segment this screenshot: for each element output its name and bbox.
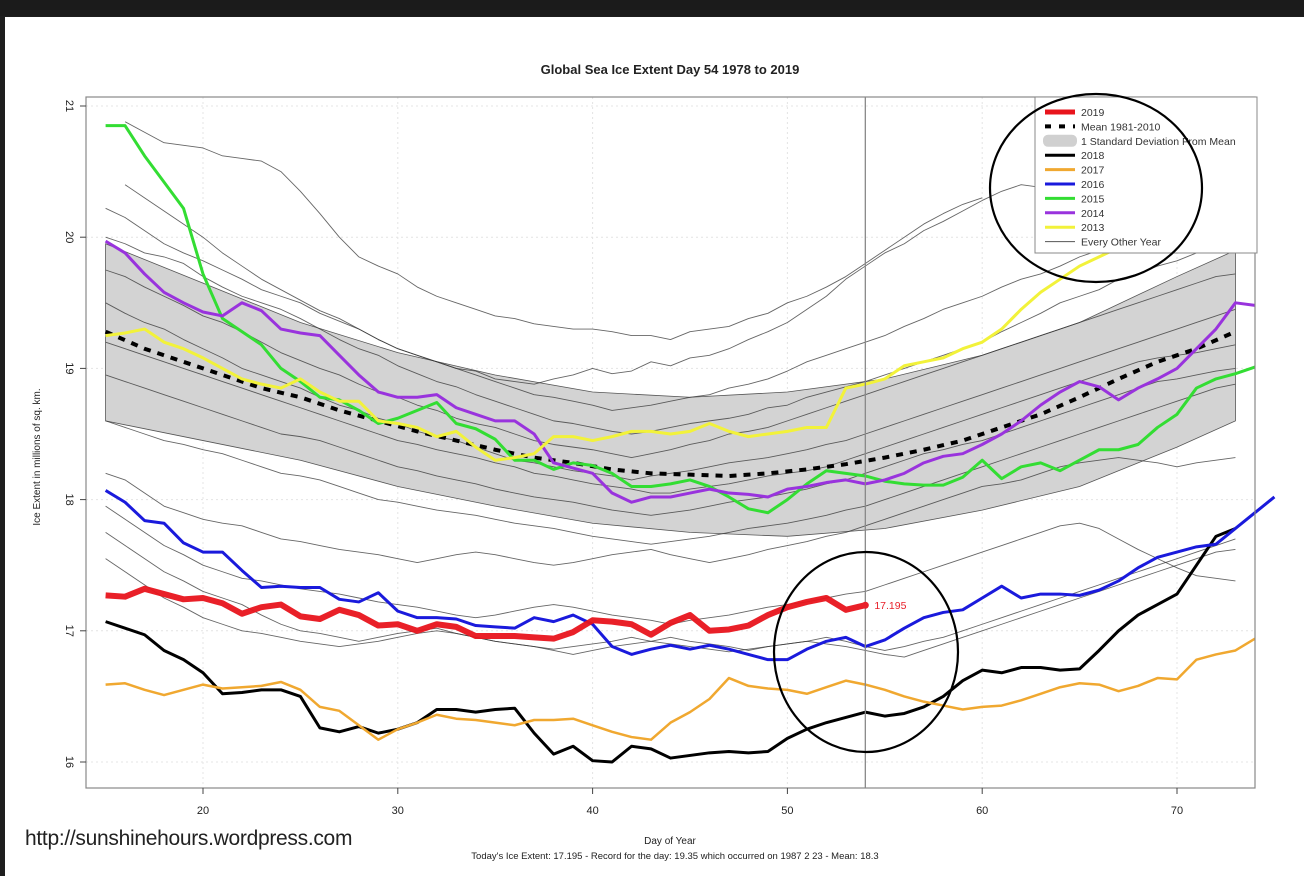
legend-label: 2013 xyxy=(1081,222,1105,234)
x-tick-label: 20 xyxy=(197,805,209,817)
y-tick-label: 20 xyxy=(63,231,75,243)
chart: Global Sea Ice Extent Day 54 1978 to 201… xyxy=(32,62,1276,862)
chart-canvas: Global Sea Ice Extent Day 54 1978 to 201… xyxy=(5,17,1304,876)
background-year-line xyxy=(124,184,1041,385)
footer-stats: Today's Ice Extent: 17.195 - Record for … xyxy=(471,851,878,862)
background-year-line xyxy=(105,383,1236,545)
y-axis-label: Ice Extent in millions of sq. km. xyxy=(32,388,43,525)
x-tick-label: 70 xyxy=(1171,805,1183,817)
legend-label: 2014 xyxy=(1081,208,1105,220)
legend-label: Mean 1981-2010 xyxy=(1081,121,1161,133)
y-tick-label: 17 xyxy=(63,625,75,637)
top-bar xyxy=(0,0,1304,16)
legend-label: 2019 xyxy=(1081,107,1105,119)
background-year-line xyxy=(105,549,1236,658)
series-line-2013 xyxy=(105,220,1178,462)
y-tick-label: 16 xyxy=(63,756,75,768)
background-year-line xyxy=(105,367,1236,516)
series-layer xyxy=(104,124,1276,764)
series-line-2014 xyxy=(104,239,1256,504)
mean-line xyxy=(104,329,1237,478)
background-year-line xyxy=(105,341,1236,494)
y-tick-label: 21 xyxy=(63,100,75,112)
x-tick-label: 50 xyxy=(781,805,793,817)
legend-box xyxy=(1034,96,1258,254)
x-axis-label: Day of Year xyxy=(644,836,696,847)
background-year-line xyxy=(105,236,1236,435)
background-year-line xyxy=(124,121,983,340)
legend-swatch xyxy=(1043,134,1077,147)
legend-label: 2015 xyxy=(1081,193,1105,205)
plot-frame xyxy=(85,96,1256,789)
x-tick-label: 60 xyxy=(976,805,988,817)
legend-label: Every Other Year xyxy=(1081,237,1161,249)
chart-title: Global Sea Ice Extent Day 54 1978 to 201… xyxy=(541,62,800,77)
mean-layer xyxy=(104,329,1237,478)
y-tick-label: 19 xyxy=(63,362,75,374)
annotation-layer: 17.195 xyxy=(861,600,907,612)
highlight-circle-day54 xyxy=(772,550,960,754)
legend: 2019 Mean 1981-2010 1 Standard Deviation F… xyxy=(1034,96,1258,254)
axes: 20 30 40 50 60 70 16 17 18 19 20 21 xyxy=(63,96,1256,817)
legend-label: 2016 xyxy=(1081,179,1105,191)
background-year-line xyxy=(105,269,1236,459)
x-tick-label: 30 xyxy=(392,805,404,817)
legend-label: 1 Standard Deviation From Mean xyxy=(1081,136,1236,148)
x-tick-label: 40 xyxy=(586,805,598,817)
background-year-line xyxy=(105,302,1236,481)
background-year-line xyxy=(105,532,1236,653)
background-year-line xyxy=(105,457,1236,566)
y-tick-label: 18 xyxy=(63,493,75,505)
series-line-2018 xyxy=(105,527,1237,764)
legend-label: 2018 xyxy=(1081,150,1105,162)
legend-label: 2017 xyxy=(1081,165,1105,177)
annotation-label: 17.195 xyxy=(874,600,906,612)
annotation-dot xyxy=(861,601,869,609)
series-line-2017 xyxy=(105,637,1256,741)
highlight-circle-legend xyxy=(988,92,1204,284)
watermark-url[interactable]: http://sunshinehours.wordpress.com xyxy=(25,827,353,850)
series-line-2016 xyxy=(104,489,1276,662)
series-line-2019 xyxy=(105,585,867,642)
